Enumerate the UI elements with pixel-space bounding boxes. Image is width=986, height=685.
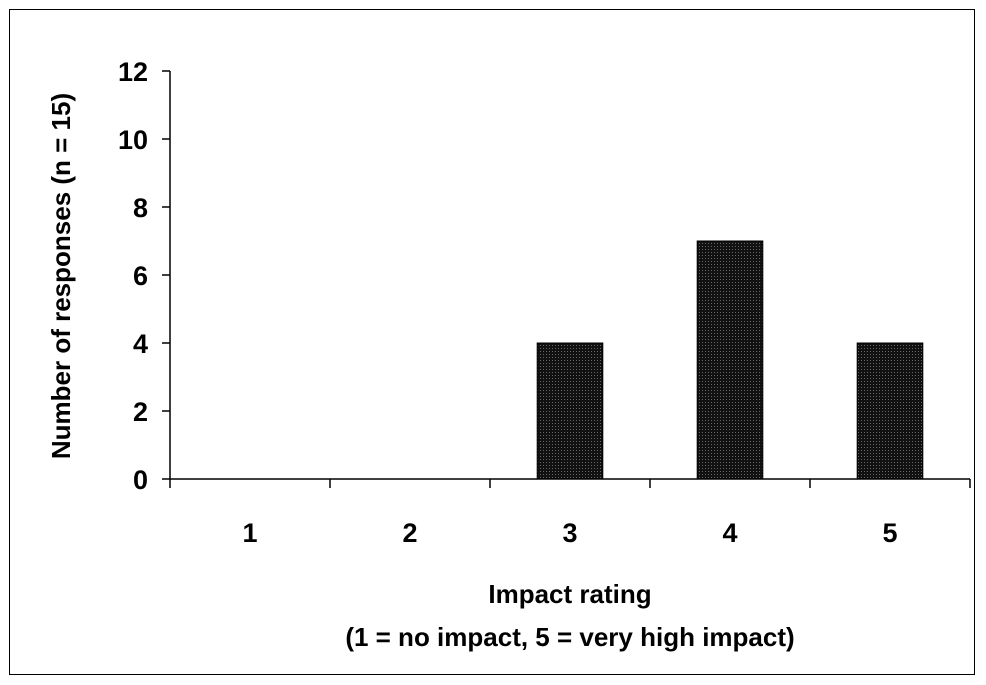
y-tick-label: 8	[133, 193, 148, 223]
bars-layer	[536, 240, 924, 480]
x-axis-title: Impact rating	[488, 579, 651, 609]
x-tick-label: 2	[402, 518, 417, 548]
y-tick-label: 0	[133, 465, 148, 495]
x-ticks: 1 2 3 4 5	[169, 479, 971, 548]
x-axis-subtitle: (1 = no impact, 5 = very high impact)	[345, 622, 794, 652]
x-tick-label: 4	[722, 518, 737, 548]
y-axis-title: Number of responses (n = 15)	[46, 93, 76, 459]
x-tick-label: 1	[242, 518, 257, 548]
bar-3	[536, 342, 604, 480]
y-tick-label: 12	[118, 57, 148, 87]
y-tick-label: 4	[133, 329, 148, 359]
y-tick-label: 2	[133, 397, 148, 427]
x-tick-label: 5	[882, 518, 897, 548]
y-tick-label: 6	[133, 261, 148, 291]
y-ticks: 0 2 4 6 8 10 12	[118, 57, 170, 495]
y-tick-label: 10	[118, 125, 148, 155]
bar-4	[696, 240, 764, 480]
x-tick-label: 3	[562, 518, 577, 548]
bar-5	[856, 342, 924, 480]
